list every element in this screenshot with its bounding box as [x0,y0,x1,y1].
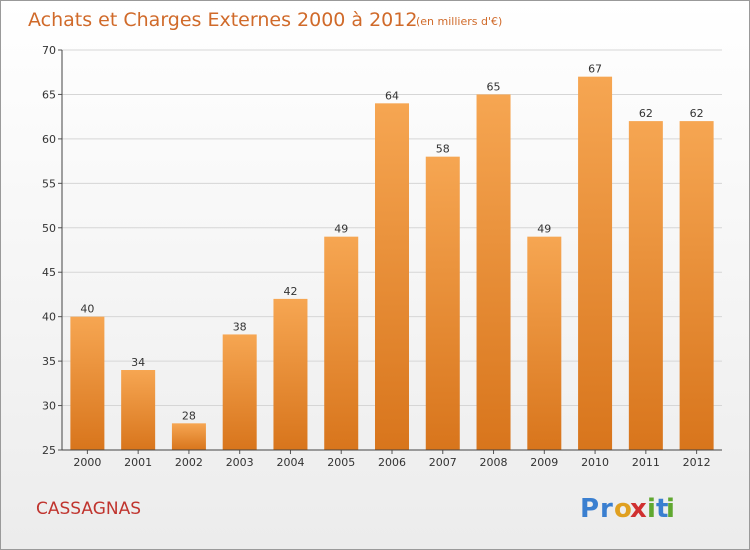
bar [425,156,460,450]
data-label: 34 [131,356,145,369]
x-tick-label: 2003 [226,456,254,469]
bar [578,76,613,451]
bar [70,316,105,450]
data-label: 62 [690,107,704,120]
logo-letter: i [666,494,675,524]
data-label: 58 [436,143,450,156]
x-tick-label: 2010 [581,456,609,469]
logo-letter: r [600,494,613,524]
x-tick-label: 2000 [73,456,101,469]
bar [476,94,511,450]
x-tick-label: 2006 [378,456,406,469]
x-axis-ticks: 2000 2001 2002 2003 2004 2005 2006 2007 2008 2009… [73,450,711,469]
commune-name: CASSAGNAS [36,499,141,519]
x-tick-label: 2004 [276,456,304,469]
bar [375,103,409,450]
bar [324,236,359,450]
x-tick-label: 2009 [530,456,558,469]
y-tick-label: 50 [42,222,56,235]
y-tick-label: 65 [42,88,56,101]
data-label: 67 [588,63,602,76]
logo-letter: o [614,494,632,524]
logo-letter: x [630,494,647,524]
bar [121,370,156,450]
chart-subtitle: (en milliers d'€) [416,15,502,28]
y-axis-ticks: 25 30 35 40 45 50 55 60 65 70 [42,44,62,457]
data-label: 40 [80,303,94,316]
data-label: 49 [537,223,551,236]
logo-letter: i [647,494,656,524]
data-label: 65 [487,80,501,93]
data-label: 62 [639,107,653,120]
x-tick-label: 2011 [632,456,660,469]
logo-letter: t [656,494,668,524]
bar [679,121,714,450]
y-tick-label: 70 [42,44,56,57]
bar [527,236,562,450]
chart-title: Achats et Charges Externes 2000 à 2012 [28,9,417,31]
x-tick-label: 2002 [175,456,203,469]
data-label: 42 [283,285,297,298]
bar [171,423,206,450]
y-tick-label: 45 [42,266,56,279]
bars: 40 34 28 38 42 49 64 58 65 49 67 62 62 [70,63,714,451]
y-tick-label: 35 [42,355,56,368]
x-tick-label: 2001 [124,456,152,469]
data-label: 38 [233,320,247,333]
bar [628,121,663,450]
x-tick-label: 2008 [480,456,508,469]
y-tick-label: 55 [42,177,56,190]
logo-letter: P [580,494,599,524]
y-tick-label: 60 [42,133,56,146]
bar [273,298,308,450]
x-tick-label: 2005 [327,456,355,469]
x-tick-label: 2012 [683,456,711,469]
bar [222,334,257,450]
data-label: 28 [182,409,196,422]
y-tick-label: 25 [42,444,56,457]
data-label: 49 [334,223,348,236]
x-tick-label: 2007 [429,456,457,469]
y-tick-label: 40 [42,311,56,324]
data-label: 64 [385,89,399,102]
y-tick-label: 30 [42,400,56,413]
